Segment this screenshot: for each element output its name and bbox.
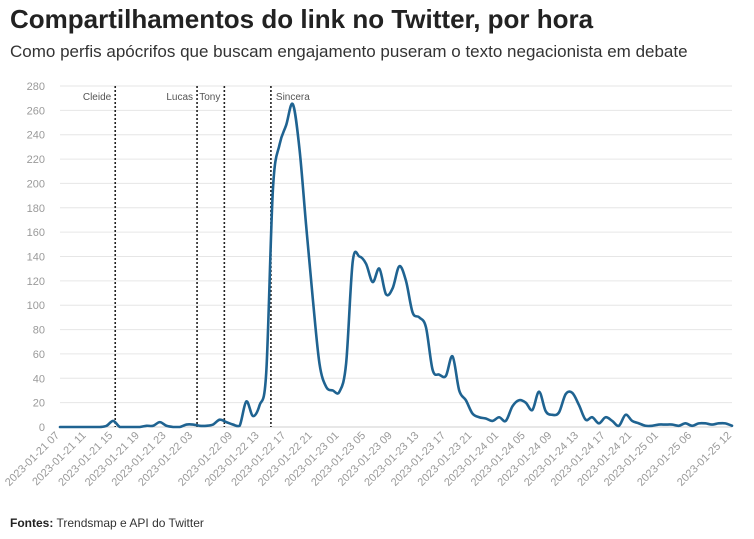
annotation-label: Tony <box>199 92 220 103</box>
y-tick-label: 280 <box>27 81 45 93</box>
y-tick-label: 200 <box>27 178 45 190</box>
annotations: Cleide Lucas Tony Sincera <box>83 86 310 427</box>
source-footer: Fontes: Trendsmap e API do Twitter <box>10 516 204 530</box>
y-tick-label: 120 <box>27 276 45 288</box>
line-chart: 020406080100120140160180200220240260280 … <box>3 81 734 489</box>
y-tick-label: 40 <box>33 373 45 385</box>
series-line <box>58 102 734 429</box>
y-tick-label: 240 <box>27 130 45 142</box>
y-tick-label: 140 <box>27 252 45 264</box>
chart-subtitle: Como perfis apócrifos que buscam engajam… <box>10 42 688 61</box>
y-tick-label: 160 <box>27 227 45 239</box>
annotation-label: Sincera <box>276 92 310 103</box>
y-tick-label: 80 <box>33 325 45 337</box>
y-tick-label: 0 <box>39 422 45 434</box>
annotation-label: Lucas <box>166 92 193 103</box>
source-text: Trendsmap e API do Twitter <box>56 516 204 530</box>
y-tick-label: 220 <box>27 154 45 166</box>
series <box>58 102 734 429</box>
y-tick-label: 260 <box>27 105 45 117</box>
annotation-label: Cleide <box>83 92 112 103</box>
y-tick-label: 100 <box>27 300 45 312</box>
y-tick-label: 20 <box>33 398 45 410</box>
chart-title: Compartilhamentos do link no Twitter, po… <box>10 4 594 34</box>
source-label: Fontes: <box>10 516 54 530</box>
y-axis: 0 20 40 60 80 100 120 140 160 180 200 220 240 260 280 <box>27 81 45 434</box>
y-tick-label: 180 <box>27 203 45 215</box>
y-tick-label: 60 <box>33 349 45 361</box>
gridlines <box>60 85 732 428</box>
